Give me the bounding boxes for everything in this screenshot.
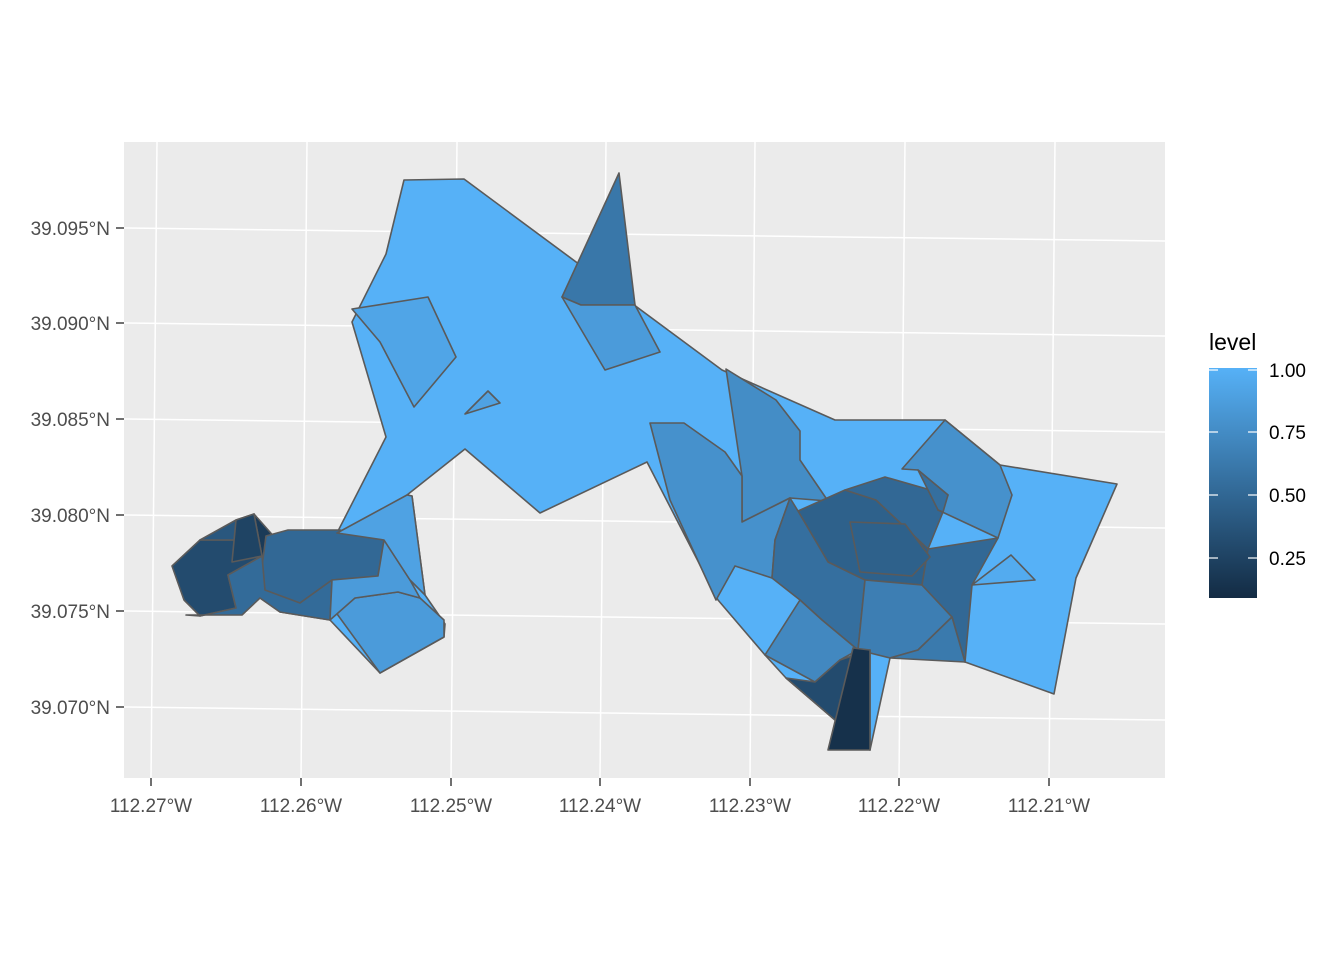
legend-label: 1.00 [1269,361,1306,382]
region-polygon [464,390,501,415]
region-polygon [351,296,457,408]
region-polygon [849,521,931,577]
y-tick-label: 39.080°N [31,506,110,527]
x-tick-label: 112.25°W [410,796,492,817]
legend-label: 0.50 [1269,486,1306,507]
region-polygon [917,469,949,513]
region-polygon [336,494,426,596]
y-tick-label: 39.070°N [31,698,110,719]
x-tick-label: 112.21°W [1008,796,1090,817]
x-tick-label: 112.23°W [709,796,791,817]
legend-label: 0.25 [1269,549,1306,570]
region-polygon [971,554,1036,586]
legend-colorbar [1209,368,1257,598]
y-tick-label: 39.085°N [31,410,110,431]
legend-ticks [1209,369,1257,559]
graticule-lat-39.095 [123,227,1166,242]
legend-title: level [1209,329,1256,355]
regions [171,172,1118,751]
region-polygon [561,296,661,371]
x-tick-label: 112.22°W [858,796,940,817]
x-axis: 112.27°W 112.26°W 112.25°W 112.24°W 112.… [110,778,1090,817]
y-tick-label: 39.095°N [31,219,110,240]
axes: 112.27°W 112.26°W 112.25°W 112.24°W 112.… [31,219,1091,817]
region-polygon [185,555,333,621]
y-tick-label: 39.090°N [31,314,110,335]
x-tick-label: 112.27°W [110,796,192,817]
region-polygon [889,616,966,663]
graticule-lon-112.27 [150,141,158,779]
x-tick-label: 112.26°W [260,796,342,817]
graticule-lat-39.070 [123,706,1166,721]
y-axis: 39.070°N 39.075°N 39.080°N 39.085°N 39.0… [31,219,124,719]
region-polygon [827,647,871,751]
y-tick-label: 39.075°N [31,602,110,623]
x-tick-label: 112.24°W [559,796,641,817]
legend-label: 0.75 [1269,423,1306,444]
graticule-lon-112.26 [300,141,308,779]
legend: level 1.00 0.75 0.50 0.25 [1209,329,1306,598]
